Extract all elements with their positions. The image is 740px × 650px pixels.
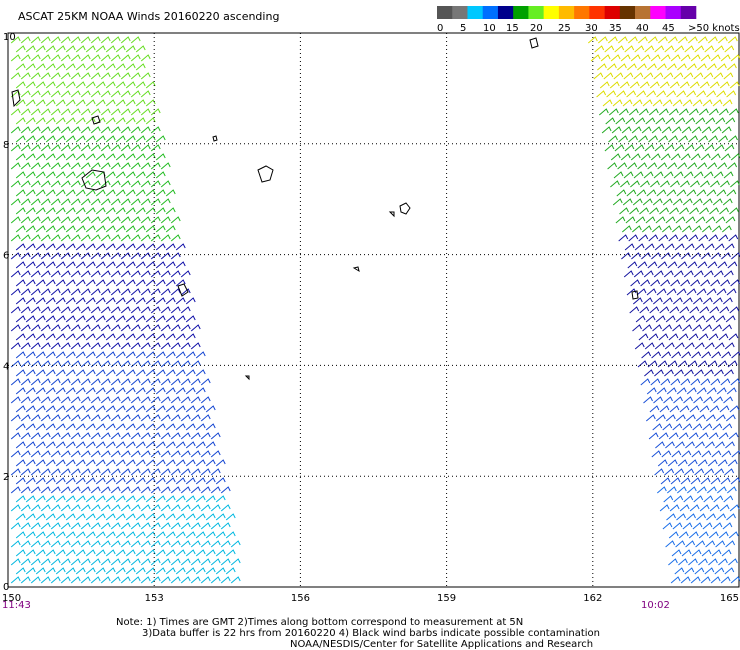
wind-barb-group xyxy=(618,234,740,377)
latitude-tick: 8 xyxy=(3,140,9,151)
legend-label: 45 xyxy=(662,23,675,34)
latitude-tick: 4 xyxy=(3,361,9,372)
latitude-tick: 10 xyxy=(3,32,16,43)
legend-label: 40 xyxy=(636,23,649,34)
island-outline xyxy=(399,202,411,215)
legend-label: 0 xyxy=(437,23,443,34)
wind-barb-group xyxy=(10,495,241,584)
legend-label: 20 xyxy=(530,23,543,34)
legend-label: >50 knots xyxy=(688,23,740,34)
plot-frame xyxy=(7,32,740,588)
right-swath-time: 10:02 xyxy=(641,600,670,611)
island-outline xyxy=(388,211,395,218)
legend-swatch xyxy=(513,6,529,19)
legend-label: 10 xyxy=(483,23,496,34)
legend-label: 15 xyxy=(506,23,519,34)
longitude-tick: 162 xyxy=(583,593,602,604)
lat-lon-grid xyxy=(8,33,739,587)
island-outline xyxy=(212,135,218,142)
island-outline xyxy=(11,89,21,108)
latitude-tick: 0 xyxy=(3,582,9,593)
wind-barb-group xyxy=(10,126,181,242)
wind-barb-group xyxy=(10,36,161,125)
wind-speed-legend: 0 5 10 15 20 25 30 35 40 45 >50 knots xyxy=(437,6,740,34)
note-line-1: Note: 1) Times are GMT 2)Times along bot… xyxy=(116,617,523,628)
legend-swatch xyxy=(619,6,636,19)
legend-swatch xyxy=(604,6,621,19)
legend-swatch xyxy=(650,6,666,19)
island-outlines xyxy=(11,37,639,381)
wind-barb-group xyxy=(656,486,740,584)
legend-label: 30 xyxy=(585,23,598,34)
legend-label: 35 xyxy=(609,23,622,34)
legend-swatch xyxy=(665,6,682,19)
longitude-tick: 156 xyxy=(291,593,310,604)
longitude-tick: 159 xyxy=(437,593,456,604)
island-outline xyxy=(244,375,250,381)
legend-label: 25 xyxy=(558,23,571,34)
legend-swatch xyxy=(482,6,499,19)
island-outline xyxy=(177,283,189,297)
legend-swatch xyxy=(528,6,544,19)
island-outline xyxy=(257,165,274,183)
map-title: ASCAT 25KM NOAA Winds 20160220 ascending xyxy=(18,10,279,23)
note-line-2: 3)Data buffer is 22 hrs from 20160220 4)… xyxy=(142,628,600,639)
legend-swatch xyxy=(574,6,590,19)
legend-swatch xyxy=(680,6,697,19)
wind-barb-group xyxy=(640,378,740,485)
longitude-tick-labels: 150 153 156 159 162 165 xyxy=(2,593,739,604)
longitude-tick: 165 xyxy=(720,593,739,604)
wind-barb-group xyxy=(10,243,201,350)
island-outline xyxy=(81,169,107,191)
wind-barb-group xyxy=(10,351,231,494)
island-outline xyxy=(91,115,101,125)
latitude-tick: 2 xyxy=(3,472,9,483)
wind-barb-group xyxy=(598,108,740,233)
legend-swatch xyxy=(635,6,651,19)
legend-swatch xyxy=(543,6,560,19)
note-line-3: NOAA/NESDIS/Center for Satellite Applica… xyxy=(290,639,593,650)
longitude-tick: 150 xyxy=(2,593,21,604)
legend-swatch xyxy=(497,6,514,19)
latitude-tick: 6 xyxy=(3,251,9,262)
legend-swatch xyxy=(452,6,468,19)
legend-swatch xyxy=(589,6,605,19)
legend-swatch xyxy=(437,6,453,19)
wind-barbs xyxy=(10,36,740,584)
legend-swatch xyxy=(558,6,575,19)
wind-barb-group xyxy=(587,36,740,107)
island-outline xyxy=(352,266,360,273)
longitude-tick: 153 xyxy=(145,593,164,604)
island-outline xyxy=(529,37,539,49)
island-outline xyxy=(631,290,639,300)
legend-label: 5 xyxy=(460,23,466,34)
legend-swatch xyxy=(467,6,484,19)
left-swath-time: 11:43 xyxy=(2,600,31,611)
latitude-tick-labels: 0 2 4 6 8 10 xyxy=(3,32,16,593)
